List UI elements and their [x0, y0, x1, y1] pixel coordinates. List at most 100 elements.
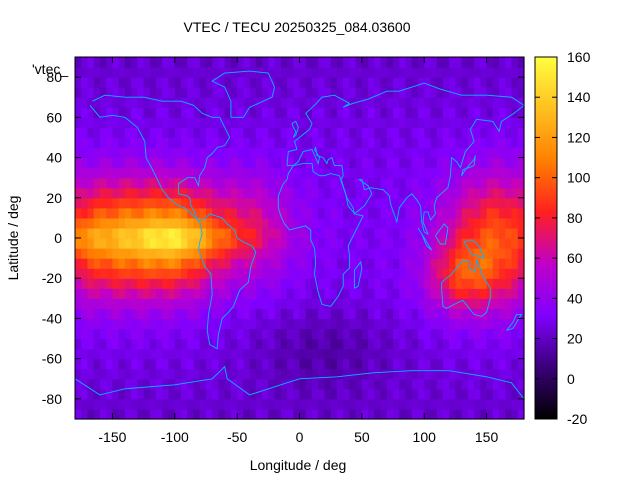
heatmap-cell	[255, 318, 263, 330]
heatmap-cell	[368, 408, 375, 420]
heatmap-cell	[187, 57, 195, 68]
heatmap-cell	[162, 197, 170, 209]
heatmap-cell	[461, 207, 469, 219]
heatmap-cell	[199, 398, 207, 410]
heatmap-cell	[230, 207, 238, 219]
heatmap-cell	[280, 107, 288, 118]
heatmap-cell	[436, 227, 444, 239]
heatmap-cell	[305, 157, 313, 169]
heatmap-cell	[131, 248, 138, 259]
heatmap-cell	[324, 258, 332, 269]
heatmap-cell	[268, 308, 276, 320]
heatmap-cell	[492, 137, 500, 149]
heatmap-cell	[393, 207, 400, 219]
heatmap-cell	[224, 388, 232, 400]
heatmap-cell	[230, 197, 238, 209]
colorbar	[534, 56, 558, 420]
heatmap-cell	[511, 227, 519, 239]
heatmap-cell	[424, 348, 432, 360]
heatmap-cell	[280, 187, 288, 199]
heatmap-cell	[137, 278, 145, 289]
heatmap-cell	[393, 268, 400, 279]
heatmap-cell	[380, 398, 388, 410]
heatmap-cell	[262, 177, 269, 189]
heatmap-cell	[287, 197, 294, 209]
heatmap-cell	[118, 298, 126, 309]
heatmap-cell	[99, 97, 107, 108]
y-axis-label: Latitude / deg	[5, 196, 21, 281]
heatmap-cell	[75, 197, 82, 209]
heatmap-cell	[199, 157, 207, 169]
heatmap-cell	[168, 217, 176, 229]
heatmap-cell	[424, 388, 432, 400]
heatmap-cell	[399, 318, 407, 330]
heatmap-cell	[224, 358, 232, 370]
heatmap-cell	[124, 207, 132, 219]
heatmap-cell	[287, 167, 294, 179]
heatmap-cell	[187, 97, 195, 108]
heatmap-cell	[436, 308, 444, 320]
heatmap-cell	[393, 97, 400, 108]
heatmap-cell	[199, 288, 207, 299]
heatmap-cell	[436, 97, 444, 108]
heatmap-cell	[486, 187, 494, 199]
heatmap-cell	[205, 368, 213, 380]
heatmap-cell	[243, 167, 251, 179]
heatmap-cell	[287, 227, 294, 239]
heatmap-cell	[517, 97, 525, 108]
heatmap-cell	[162, 298, 170, 309]
heatmap-cell	[274, 238, 282, 249]
heatmap-cell	[517, 338, 525, 350]
heatmap-cell	[505, 157, 513, 169]
heatmap-cell	[212, 227, 220, 239]
heatmap-cell	[324, 67, 332, 78]
heatmap-cell	[505, 227, 513, 239]
heatmap-cell	[174, 107, 182, 118]
heatmap-cell	[461, 368, 469, 380]
heatmap-cell	[361, 197, 369, 209]
heatmap-cell	[311, 368, 319, 380]
heatmap-cell	[361, 358, 369, 370]
heatmap-cell	[268, 147, 276, 159]
heatmap-cell	[349, 258, 357, 269]
heatmap-cell	[162, 288, 170, 299]
heatmap-cell	[268, 217, 276, 229]
heatmap-cell	[368, 227, 375, 239]
heatmap-cell	[293, 248, 301, 259]
heatmap-cell	[467, 268, 475, 279]
heatmap-cell	[293, 197, 301, 209]
heatmap-cell	[436, 167, 444, 179]
heatmap-cell	[343, 328, 350, 340]
heatmap-cell	[131, 117, 138, 128]
heatmap-cell	[81, 217, 89, 229]
coastline	[74, 365, 525, 400]
heatmap-cell	[355, 227, 363, 239]
heatmap-cell	[99, 288, 107, 299]
heatmap-cell	[424, 197, 432, 209]
heatmap-cell	[118, 318, 126, 330]
heatmap-cell	[262, 318, 269, 330]
heatmap-cell	[75, 117, 82, 128]
heatmap-cell	[218, 207, 226, 219]
heatmap-cell	[393, 187, 400, 199]
heatmap-cell	[505, 127, 513, 139]
heatmap-cell	[205, 197, 213, 209]
coastline	[441, 258, 491, 317]
heatmap-cell	[492, 238, 500, 249]
heatmap-cell	[386, 117, 394, 128]
heatmap-cell	[106, 147, 114, 159]
heatmap-cell	[124, 87, 132, 98]
heatmap-cell	[386, 408, 394, 420]
heatmap-cell	[349, 368, 357, 380]
heatmap-cell	[499, 57, 506, 68]
heatmap-cell	[268, 338, 276, 350]
heatmap-cell	[218, 127, 226, 139]
x-tick-label: 150	[475, 429, 499, 445]
heatmap-cell	[224, 217, 232, 229]
heatmap-cell	[75, 167, 82, 179]
heatmap-cell	[436, 338, 444, 350]
heatmap-cell	[461, 248, 469, 259]
heatmap-cell	[380, 167, 388, 179]
heatmap-cell	[112, 288, 120, 299]
